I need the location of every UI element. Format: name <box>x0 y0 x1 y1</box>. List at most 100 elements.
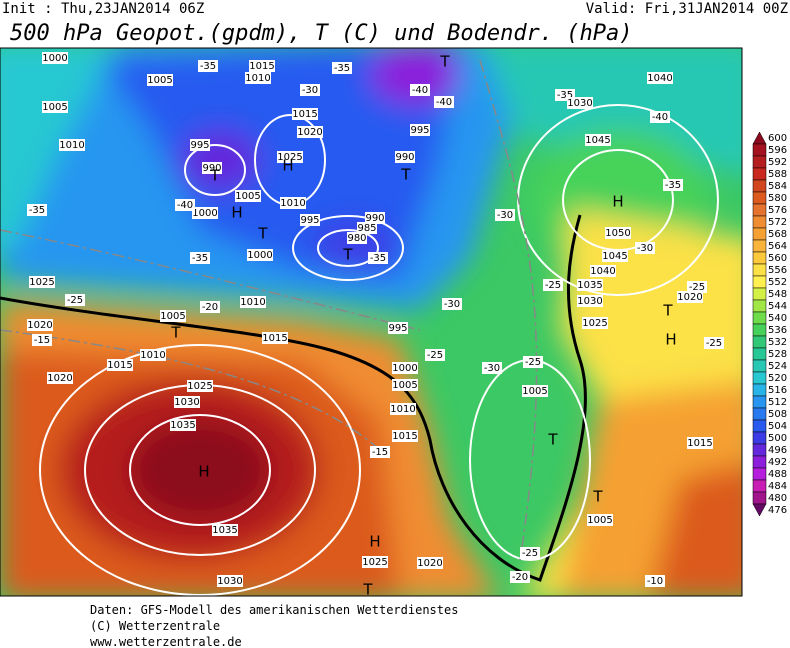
contour-label: 1015 <box>687 438 712 449</box>
contour-label: 1025 <box>29 277 54 288</box>
label-box <box>482 362 502 374</box>
label-box <box>417 557 443 569</box>
map-frame <box>0 47 743 597</box>
colorbar-swatch <box>752 323 767 337</box>
contour-label: -40 <box>436 97 452 108</box>
colorbar-label: 540 <box>768 313 787 324</box>
contour-label: -25 <box>689 282 705 293</box>
label-box <box>663 179 683 191</box>
colorbar-swatch <box>752 287 767 301</box>
footer-line: www.wetterzentrale.de <box>90 635 242 648</box>
contour-label: -15 <box>34 335 50 346</box>
label-box <box>187 380 213 392</box>
contour-label: 1005 <box>587 515 612 526</box>
contour-label: 1020 <box>297 127 322 138</box>
colorbar-swatch <box>752 203 767 217</box>
label-box <box>247 249 273 261</box>
contour-label: -25 <box>427 350 443 361</box>
colorbar-swatch <box>752 167 767 181</box>
label-box <box>262 332 288 344</box>
colorbar-label: 572 <box>768 217 787 228</box>
contour-label: -15 <box>372 447 388 458</box>
label-box <box>577 295 603 307</box>
contour-label: 1005 <box>160 311 185 322</box>
label-box <box>650 111 670 123</box>
label-box <box>277 151 303 163</box>
contour-label: -30 <box>302 85 318 96</box>
contour-label: 1010 <box>390 404 415 415</box>
colorbar-label: 484 <box>768 481 787 492</box>
colorbar-label: 580 <box>768 193 787 204</box>
label-box <box>212 524 238 536</box>
pressure-center: H <box>198 463 209 481</box>
contour-label: -40 <box>177 200 193 211</box>
colorbar-swatch <box>752 395 767 409</box>
contour-label: 1020 <box>677 292 702 303</box>
contour-label: -35 <box>334 63 350 74</box>
colorbar-label: 476 <box>768 505 787 516</box>
label-box <box>297 126 323 138</box>
colorbar-label: 548 <box>768 289 787 300</box>
contour-label: 1010 <box>240 297 265 308</box>
label-box <box>635 242 655 254</box>
pressure-center: T <box>362 581 373 599</box>
colorbar-swatch <box>752 311 767 325</box>
colorbar-swatch <box>752 239 767 253</box>
colorbar-label: 516 <box>768 385 787 396</box>
colorbar-swatch <box>752 275 767 289</box>
contour-label: 1005 <box>235 191 260 202</box>
colorbar-label: 560 <box>768 253 787 264</box>
contour-label: 1025 <box>582 318 607 329</box>
label-box <box>395 151 415 163</box>
contour-label: -35 <box>200 61 216 72</box>
contour-label: -30 <box>637 243 653 254</box>
label-box <box>410 84 430 96</box>
label-box <box>388 322 408 334</box>
label-box <box>107 359 133 371</box>
contour-label: 1010 <box>245 73 270 84</box>
label-box <box>147 74 173 86</box>
label-box <box>200 301 220 313</box>
label-box <box>590 265 616 277</box>
label-box <box>175 199 195 211</box>
contour-label: -35 <box>370 253 386 264</box>
label-box <box>645 575 665 587</box>
colorbar-swatch <box>752 179 767 193</box>
colorbar-label: 576 <box>768 205 787 216</box>
colorbar-label: 520 <box>768 373 787 384</box>
colorbar-label: 500 <box>768 433 787 444</box>
contour-label: 990 <box>395 152 414 163</box>
colorbar-swatch <box>752 155 767 169</box>
pressure-center: H <box>369 533 380 551</box>
label-box <box>602 250 628 262</box>
label-box <box>217 575 243 587</box>
label-box <box>300 84 320 96</box>
contour-label: -40 <box>652 112 668 123</box>
label-box <box>140 349 166 361</box>
label-box <box>280 197 306 209</box>
contour-label: 1000 <box>42 53 67 64</box>
label-box <box>523 356 543 368</box>
label-box <box>442 298 462 310</box>
contour-label: 1000 <box>247 250 272 261</box>
contour-label: 1010 <box>140 350 165 361</box>
label-box <box>347 232 367 244</box>
label-box <box>170 419 196 431</box>
pressure-center: T <box>209 167 220 185</box>
pressure-center: H <box>282 157 293 175</box>
contour-label: 1020 <box>47 373 72 384</box>
label-box <box>605 227 631 239</box>
contour-label: 1035 <box>170 420 195 431</box>
contour-label: 1005 <box>522 386 547 397</box>
contour-label: -30 <box>497 210 513 221</box>
pressure-center: T <box>662 302 673 320</box>
label-box <box>425 349 445 361</box>
pressure-center: T <box>592 488 603 506</box>
contour-label: -35 <box>29 205 45 216</box>
footer-line: (C) Wetterzentrale <box>90 619 220 633</box>
contour-label: -35 <box>665 180 681 191</box>
colorbar-swatch <box>752 215 767 229</box>
contour-label: -40 <box>412 85 428 96</box>
contour-label: 1010 <box>59 140 84 151</box>
